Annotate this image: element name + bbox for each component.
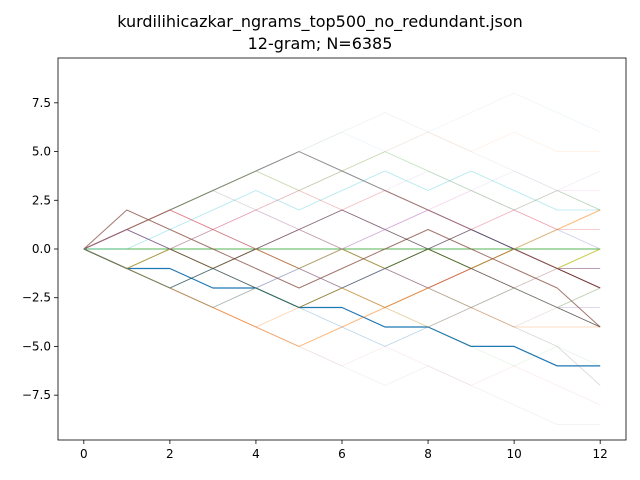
series-line-9 [83, 209, 601, 308]
series-line-1 [83, 151, 601, 289]
x-tick-label: 0 [80, 447, 88, 461]
x-tick-label: 2 [166, 447, 174, 461]
series-line-28 [83, 190, 601, 250]
series-line-18 [83, 190, 601, 250]
series-line-26 [83, 170, 601, 250]
series-line-19 [83, 248, 601, 308]
series-line-20 [83, 112, 601, 250]
series-line-23 [83, 248, 601, 406]
series-line-0 [83, 248, 601, 367]
series-line-29 [83, 229, 601, 308]
y-tick-label: −2.5 [22, 291, 51, 305]
y-tick-label: 7.5 [32, 96, 51, 110]
x-tick-label: 8 [424, 447, 432, 461]
chart-subtitle: 12-gram; N=6385 [247, 34, 393, 53]
x-axis: 0 2 4 6 8 10 12 [80, 440, 608, 461]
series-line-6 [83, 229, 601, 308]
chart-title: kurdilihicazkar_ngrams_top500_no_redunda… [117, 12, 523, 31]
x-tick-label: 6 [338, 447, 346, 461]
series-line-16 [83, 248, 601, 347]
series-line-14 [83, 229, 601, 289]
series-line-22 [83, 248, 601, 425]
series-line-7 [83, 209, 601, 328]
x-tick-label: 10 [506, 447, 521, 461]
series-line-13 [83, 190, 601, 250]
series-line-10 [83, 190, 601, 386]
series-lines [83, 92, 601, 425]
series-line-21 [83, 92, 601, 250]
series-line-17 [83, 229, 601, 308]
y-tick-label: 5.0 [32, 145, 51, 159]
y-tick-label: −5.0 [22, 339, 51, 353]
series-line-5 [83, 209, 601, 328]
y-tick-label: −7.5 [22, 388, 51, 402]
x-tick-label: 12 [593, 447, 608, 461]
series-line-4 [83, 248, 601, 269]
series-line-2 [83, 209, 601, 347]
series-line-27 [83, 248, 601, 328]
series-line-24 [83, 131, 601, 250]
x-tick-label: 4 [252, 447, 260, 461]
series-line-25 [83, 248, 601, 367]
y-axis: 7.5 5.0 2.5 0.0 −2.5 −5.0 −7.5 [22, 96, 58, 402]
series-line-15 [83, 151, 601, 250]
series-line-11 [83, 170, 601, 250]
y-tick-label: 0.0 [32, 242, 51, 256]
series-line-8 [83, 209, 601, 308]
series-line-12 [83, 248, 601, 328]
y-tick-label: 2.5 [32, 193, 51, 207]
